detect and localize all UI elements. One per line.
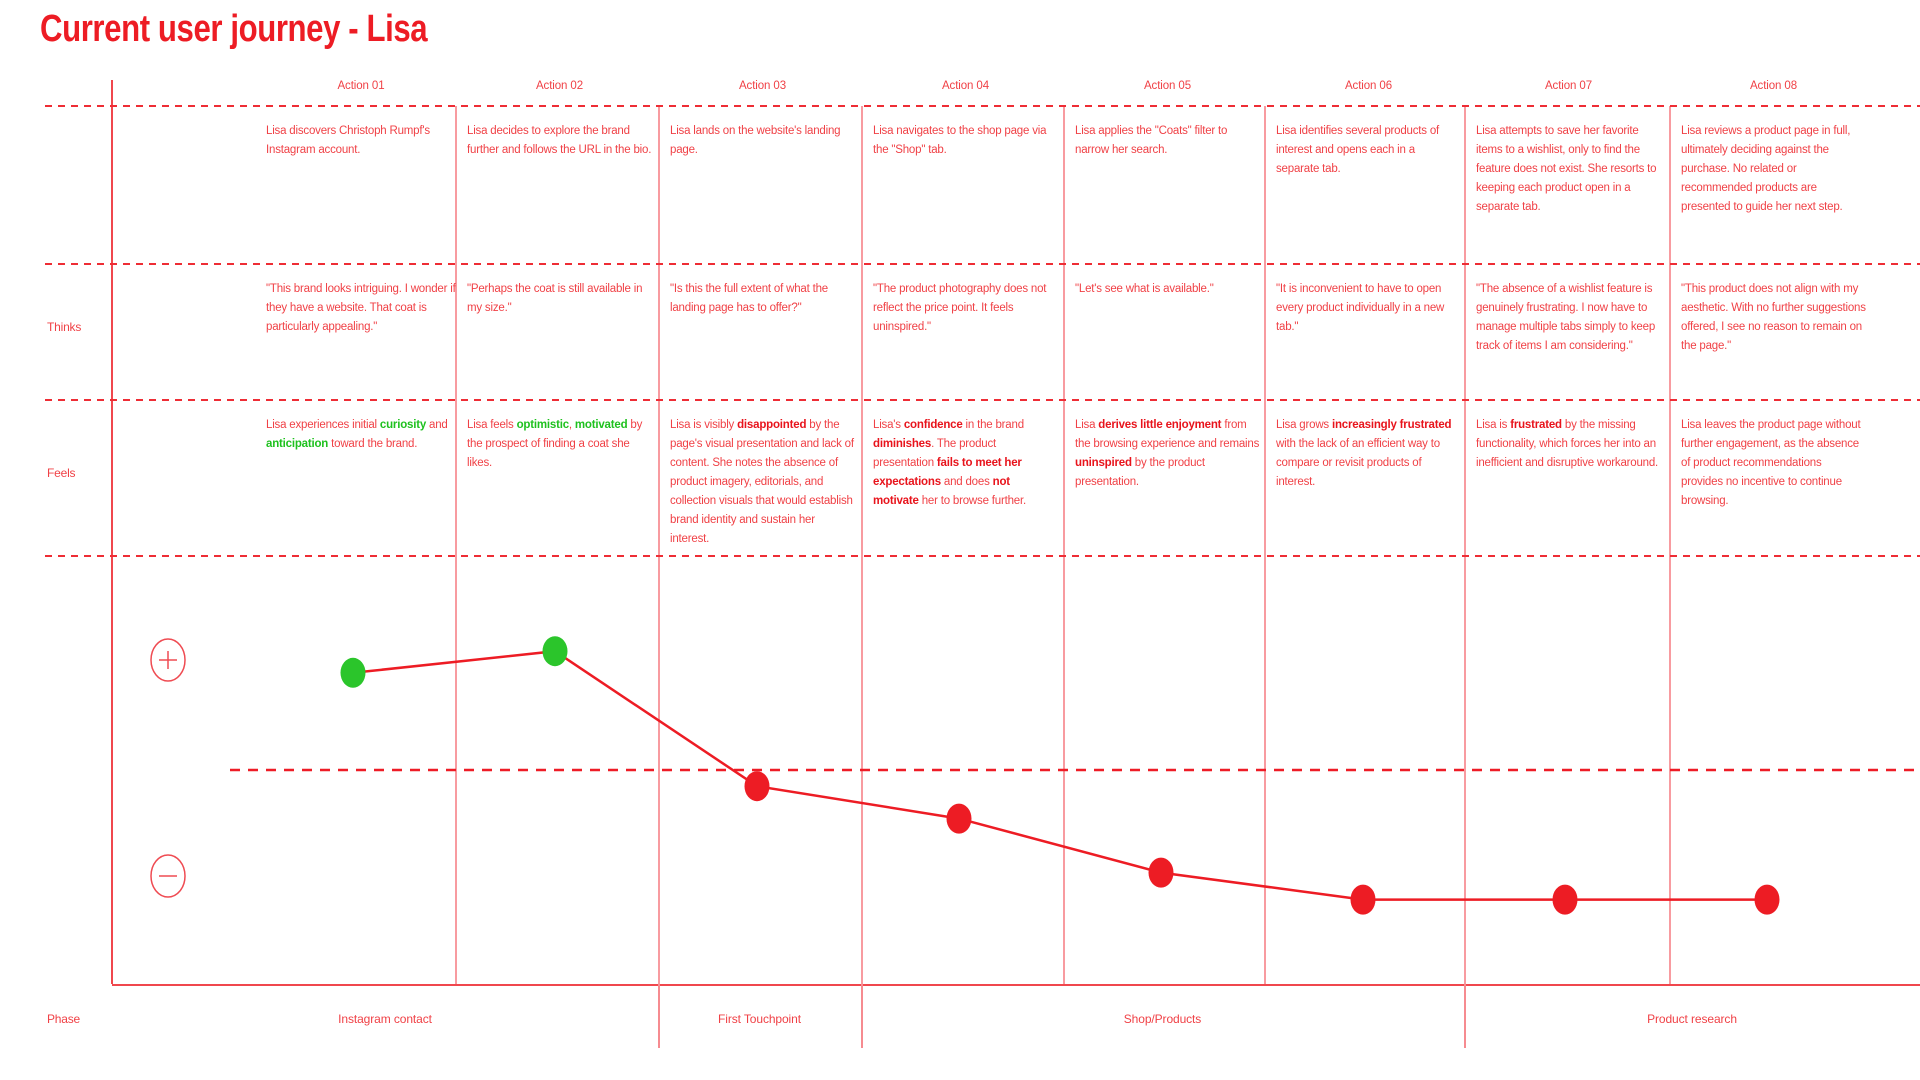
column-divider [1669, 106, 1671, 984]
journey-column: Action 02 Lisa decides to explore the br… [455, 0, 658, 1080]
action-cell: Lisa lands on the website's landing page… [670, 125, 841, 156]
column-divider [1464, 106, 1466, 984]
feels-cell: Lisa derives little enjoyment from the b… [1075, 419, 1260, 488]
action-header: Action 08 [1749, 80, 1798, 92]
phase-label-product-research: Product research [1647, 1012, 1737, 1026]
journey-column: Action 07 Lisa attempts to save her favo… [1464, 0, 1669, 1080]
column-divider [1063, 106, 1065, 984]
journey-column: Action 05 Lisa applies the "Coats" filte… [1063, 0, 1264, 1080]
action-header: Action 04 [941, 80, 990, 92]
feels-cell: Lisa feels optimistic, motivated by the … [467, 419, 643, 469]
journey-column: Action 01 Lisa discovers Christoph Rumpf… [112, 0, 456, 1080]
thinks-cell: "This brand looks intriguing. I wonder i… [266, 283, 456, 333]
action-header: Action 02 [535, 80, 584, 92]
feels-cell: Lisa is visibly disappointed by the page… [670, 419, 854, 545]
feels-cell: Lisa grows increasingly frustrated with … [1276, 419, 1452, 488]
thinks-cell: "The product photography does not reflec… [873, 283, 1047, 333]
action-cell: Lisa discovers Christoph Rumpf's Instagr… [266, 125, 430, 156]
action-header: Action 05 [1143, 80, 1192, 92]
phase-divider [658, 984, 660, 1048]
row-divider-thinks [45, 399, 1920, 401]
thinks-cell: "The absence of a wishlist feature is ge… [1476, 283, 1656, 352]
x-axis-line [112, 984, 1920, 986]
phase-label-instagram-contact: Instagram contact [338, 1012, 432, 1026]
action-header: Action 03 [738, 80, 787, 92]
page-title: Current user journey - Lisa [40, 8, 428, 50]
column-divider [861, 106, 863, 984]
thinks-cell: "Let's see what is available." [1075, 283, 1214, 295]
row-label-thinks: Thinks [47, 320, 82, 334]
row-label-feels: Feels [47, 466, 76, 480]
thinks-cell: "Perhaps the coat is still available in … [467, 283, 643, 314]
feels-cell: Lisa experiences initial curiosity and a… [266, 419, 448, 450]
thinks-cell: "This product does not align with my aes… [1681, 283, 1866, 352]
action-header: Action 07 [1544, 80, 1593, 92]
phase-divider [1464, 984, 1466, 1048]
phase-label-shop-products: Shop/Products [1123, 1012, 1202, 1026]
journey-column: Action 08 Lisa reviews a product page in… [1669, 0, 1920, 1080]
action-header: Action 01 [337, 80, 385, 92]
action-cell: Lisa identifies several products of inte… [1276, 125, 1440, 175]
feels-cell: Lisa's confidence in the brand diminishe… [873, 419, 1026, 507]
phase-divider [861, 984, 863, 1048]
row-divider-actions [45, 263, 1920, 265]
feels-cell: Lisa is frustrated by the missing functi… [1476, 419, 1659, 469]
action-cell: Lisa attempts to save her favorite items… [1476, 125, 1657, 213]
column-divider [1264, 106, 1266, 984]
row-label-phase: Phase [47, 1012, 81, 1026]
column-divider [658, 106, 660, 984]
thinks-cell: "It is inconvenient to have to open ever… [1276, 283, 1445, 333]
row-divider-header [45, 105, 1920, 107]
row-divider-feels [45, 555, 1920, 557]
phase-label-first-touchpoint: First Touchpoint [718, 1012, 801, 1026]
journey-column: Action 03 Lisa lands on the website's la… [658, 0, 861, 1080]
action-cell: Lisa applies the "Coats" filter to narro… [1075, 125, 1228, 156]
action-cell: Lisa reviews a product page in full, ult… [1681, 125, 1851, 213]
y-axis-line [111, 80, 113, 984]
feels-cell: Lisa leaves the product page without fur… [1681, 419, 1861, 507]
thinks-cell: "Is this the full extent of what the lan… [670, 283, 828, 314]
action-header: Action 06 [1344, 80, 1393, 92]
journey-column: Action 06 Lisa identifies several produc… [1264, 0, 1464, 1080]
journey-column: Action 04 Lisa navigates to the shop pag… [861, 0, 1063, 1080]
column-divider [455, 106, 457, 984]
action-cell: Lisa navigates to the shop page via the … [873, 125, 1047, 156]
action-cell: Lisa decides to explore the brand furthe… [467, 125, 652, 156]
